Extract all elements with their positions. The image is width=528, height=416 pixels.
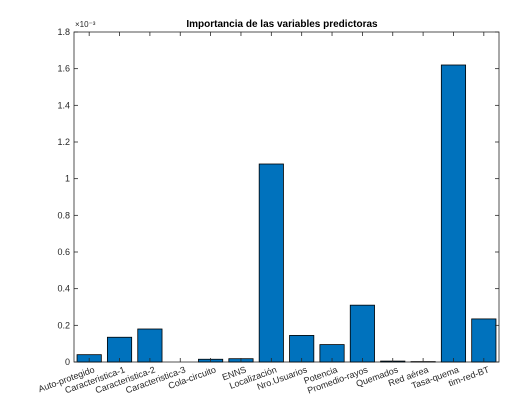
y-tick-label: 1.6: [57, 64, 70, 74]
bar-promedio-rayos: [349, 304, 375, 363]
bar-caracteristica-2: [137, 328, 163, 363]
bar-tasa-quema: [440, 64, 467, 363]
y-tick-label: 1.4: [57, 100, 70, 110]
bars-group: [76, 64, 497, 363]
y-tick-label: 0.6: [57, 247, 70, 257]
bar-caracteristica-1: [106, 336, 133, 363]
y-tick-label: 0.2: [57, 320, 70, 330]
y-axis-multiplier: ×10⁻³: [75, 20, 96, 29]
y-axis: 0 0.2 0.4 0.6 0.8 1 1.2 1.4 1.6 1.8: [57, 27, 499, 367]
bar-tim-red-bt: [471, 318, 497, 363]
y-tick-label: 0: [65, 357, 70, 367]
chart-title: Importancia de las variables predictoras: [186, 19, 378, 30]
y-tick-label: 1.8: [57, 27, 70, 37]
bar-localizaci-n: [258, 163, 284, 363]
y-tick-label: 0.4: [57, 284, 70, 294]
y-tick-label: 1.2: [57, 137, 70, 147]
plot-area-frame: [73, 31, 500, 363]
y-tick-label: 0.8: [57, 210, 70, 220]
y-tick-label: 1: [65, 174, 70, 184]
